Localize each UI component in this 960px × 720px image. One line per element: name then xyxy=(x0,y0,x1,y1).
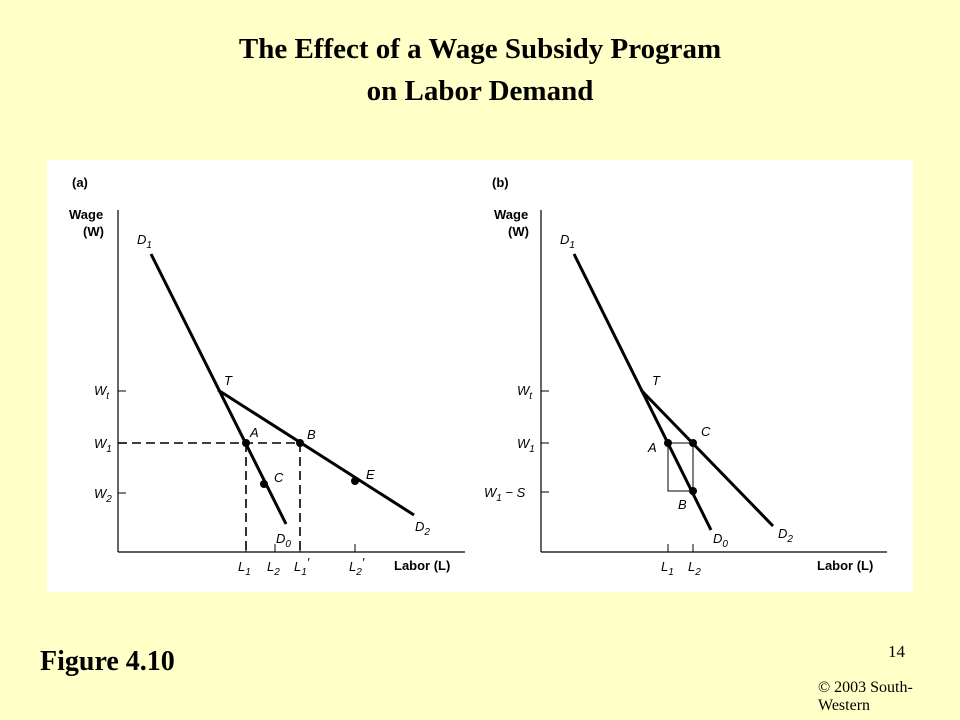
panel-a-xlabel-l2p: L2′ xyxy=(349,555,365,578)
copyright-notice: © 2003 South-Western xyxy=(818,679,913,714)
panel-a-point-b xyxy=(296,439,304,447)
panel-b-xlabel-l1: L1 xyxy=(661,559,674,578)
panel-b-ylabel-w1s: W1 − S xyxy=(484,485,526,504)
panel-a-label-a: A xyxy=(249,425,259,440)
panel-a-label-d0: D0 xyxy=(276,531,291,550)
panel-b-x-label: Labor (L) xyxy=(817,558,873,573)
title-line-1: The Effect of a Wage Subsidy Program xyxy=(238,33,722,65)
panel-a-tag: (a) xyxy=(72,175,88,190)
panel-a-demand-d1-d0 xyxy=(149,253,288,525)
slide-title: The Effect of a Wage Subsidy Program on … xyxy=(0,28,960,112)
panel-a-point-c xyxy=(260,480,268,488)
panel-b-label-b: B xyxy=(678,497,687,512)
panel-a-label-d2: D2 xyxy=(415,519,430,538)
panel-a-label-d1: D1 xyxy=(137,232,152,251)
panel-b-label-a: A xyxy=(647,440,657,455)
panel-a-demand-d2 xyxy=(217,388,415,517)
panel-a-x-label: Labor (L) xyxy=(394,558,450,573)
panel-b-subsidy-box xyxy=(667,442,694,492)
wage-subsidy-diagram: (a) Wage (W) Labor (L) Wt W1 W2 L1 L2 L1… xyxy=(69,175,887,578)
panel-b-demand-d2 xyxy=(639,388,775,528)
panel-a-y-symbol: (W) xyxy=(83,224,104,239)
panel-b-point-c xyxy=(689,439,697,447)
panel-a-xlabel-l1p: L1′ xyxy=(294,555,310,578)
page-number: 14 xyxy=(888,642,905,661)
panel-a-xlabel-l2: L2 xyxy=(267,559,280,578)
panel-a-ylabel-wt: Wt xyxy=(94,383,110,402)
panel-a-ylabel-w2: W2 xyxy=(94,486,112,505)
panel-a-label-e: E xyxy=(366,467,375,482)
panel-a-xlabel-l1: L1 xyxy=(238,559,251,578)
panel-a-ylabel-w1: W1 xyxy=(94,436,112,455)
panel-b-point-a xyxy=(664,439,672,447)
panel-b-ylabel-wt: Wt xyxy=(517,383,533,402)
panel-a-point-e xyxy=(351,477,359,485)
panel-b-y-label: Wage xyxy=(494,207,528,222)
panel-b-label-d0: D0 xyxy=(713,531,728,550)
figure-label: Figure 4.10 xyxy=(40,646,175,677)
figure-panel: (a) Wage (W) Labor (L) Wt W1 W2 L1 L2 L1… xyxy=(47,160,913,592)
panel-a-label-c: C xyxy=(274,470,284,485)
panel-b-tag: (b) xyxy=(492,175,509,190)
panel-b-y-symbol: (W) xyxy=(508,224,529,239)
panel-b-ylabel-w1: W1 xyxy=(517,436,535,455)
panel-a-point-a xyxy=(242,439,250,447)
panel-a-y-label: Wage xyxy=(69,207,103,222)
panel-b-label-c: C xyxy=(701,424,711,439)
panel-b-label-d2: D2 xyxy=(778,526,793,545)
panel-a-label-b: B xyxy=(307,427,316,442)
panel-b-label-t: T xyxy=(652,373,661,388)
title-line-2: on Labor Demand xyxy=(366,75,594,107)
panel-a: (a) Wage (W) Labor (L) Wt W1 W2 L1 L2 L1… xyxy=(69,175,465,578)
panel-b-label-d1: D1 xyxy=(560,232,575,251)
panel-b-xlabel-l2: L2 xyxy=(688,559,701,578)
panel-b-point-b xyxy=(689,487,697,495)
panel-a-label-t: T xyxy=(224,373,233,388)
panel-b: (b) Wage (W) Labor (L) Wt W1 W1 − S L1 L… xyxy=(484,175,887,578)
